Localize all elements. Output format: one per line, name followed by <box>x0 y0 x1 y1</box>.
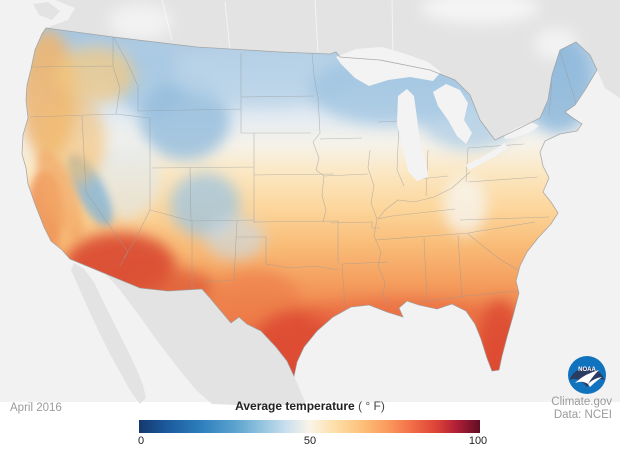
lake-michigan <box>397 89 428 181</box>
lake-erie <box>466 143 508 170</box>
colorbar-tick-max: 100 <box>468 435 488 447</box>
great-lakes <box>336 47 539 181</box>
legend-title-units: ( ° F) <box>358 399 385 413</box>
noaa-logo: NOAA <box>568 356 606 394</box>
colorbar-tick-min: 0 <box>137 435 145 447</box>
date-label: April 2016 <box>10 402 62 414</box>
province-borders <box>161 0 394 58</box>
vancouver-island <box>33 2 60 20</box>
legend-title-bold: Average temperature <box>235 399 355 413</box>
legend-title: Average temperature ( ° F) <box>0 399 620 413</box>
seagull-icon <box>575 370 599 384</box>
us-region <box>21 27 598 378</box>
colorbar-tick-mid: 50 <box>303 435 317 447</box>
state-borders <box>29 35 577 308</box>
colorbar <box>139 420 480 433</box>
baja-peninsula <box>71 263 146 404</box>
credit-data-source: Data: NCEI <box>553 408 612 421</box>
credit-site: Climate.gov <box>551 396 612 408</box>
canada-landmass <box>33 0 620 140</box>
noaa-logo-text: NOAA <box>578 367 596 373</box>
us-outline <box>21 27 598 378</box>
mexico-landmass <box>70 259 306 406</box>
lake-ontario <box>504 122 539 139</box>
seagull-wing-icon <box>588 377 602 387</box>
credit-block: Climate.gov Data: NCEI <box>551 396 612 421</box>
lake-huron <box>433 84 472 144</box>
lake-superior <box>336 47 441 86</box>
